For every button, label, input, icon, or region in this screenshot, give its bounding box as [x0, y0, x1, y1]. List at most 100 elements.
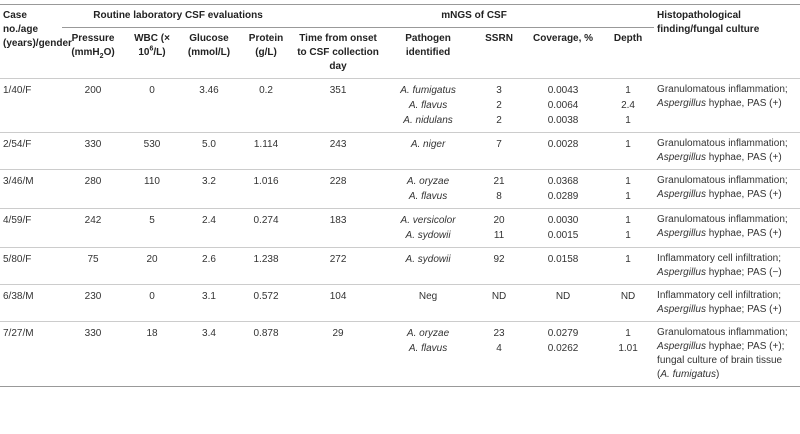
header-row: Case no./age (years)/gender Routine labor…: [0, 4, 800, 79]
value-cell: 230: [62, 284, 124, 322]
column-header: Coverage, %: [524, 28, 602, 79]
mngs-cell: A. oryzae A. flavus: [382, 169, 475, 209]
mngs-depth: 1.01: [618, 343, 638, 354]
mngs-name: A. flavus: [408, 191, 448, 202]
table-row: 1/40/F 200 0 3.46 0.2 351 A. fumigatus A. flavu…: [0, 78, 800, 133]
case-cell: 3/46/M: [0, 169, 62, 209]
column-header: Glucose (mmol/L): [180, 28, 238, 79]
text-segment: Time from onset to CSF collection day: [297, 33, 379, 72]
text-segment: hyphae, PAS (+): [705, 98, 782, 109]
value-cell: 280: [62, 169, 124, 209]
value-cell: 29: [294, 321, 383, 387]
mngs-ssrn: 8: [496, 191, 502, 202]
text-segment: Inflammatory cell infiltration;: [657, 253, 781, 264]
mngs-coverage: 0.0043: [547, 85, 579, 96]
histology-cell: Inflammatory cell infiltration; Aspergil…: [654, 284, 800, 322]
mngs-cell: 1 2.4 1: [602, 78, 655, 133]
mngs-name: A. versicolor: [400, 215, 456, 226]
text-segment: Coverage, %: [533, 33, 594, 44]
text-segment: Inflammatory cell infiltration;: [657, 290, 781, 301]
value-cell: 228: [294, 169, 383, 209]
mngs-cell: 1: [602, 247, 655, 285]
mngs-coverage: 0.0158: [547, 254, 579, 265]
mngs-cell: 0.0368 0.0289: [524, 169, 603, 209]
mngs-name: A. sydowii: [405, 254, 451, 265]
mngs-depth: 1: [625, 85, 631, 96]
group-header: Case no./age (years)/gender: [0, 4, 72, 79]
column-header: Time from onset to CSF collection day: [294, 28, 382, 79]
mngs-ssrn: 7: [496, 139, 502, 150]
mngs-cell: 23 4: [474, 321, 525, 387]
column-header: Protein (g/L): [238, 28, 294, 79]
text-segment: Aspergillus: [657, 152, 706, 163]
text-segment: Aspergillus: [657, 189, 706, 200]
text-segment: hyphae, PAS (+): [705, 152, 782, 163]
table-row: 2/54/F 330 530 5.0 1.114 243 A. niger 7 0.0028 1 G…: [0, 132, 800, 170]
mngs-cell: A. oryzae A. flavus: [382, 321, 475, 387]
text-segment: Pressure (mmH: [71, 33, 115, 58]
mngs-ssrn: 2: [496, 100, 502, 111]
text-segment: hyphae, PAS (+): [705, 228, 782, 239]
column-header: Pressure (mmH2O): [62, 28, 124, 79]
mngs-cell: 20 11: [474, 208, 525, 248]
mngs-ssrn: 2: [496, 115, 502, 126]
value-cell: 0: [124, 78, 180, 133]
value-cell: 18: [124, 321, 180, 387]
value-cell: 183: [294, 208, 383, 248]
text-segment: Pathogen identified: [405, 33, 451, 58]
value-cell: 0: [124, 284, 180, 322]
mngs-cell: 7: [474, 132, 525, 170]
mngs-cell: 21 8: [474, 169, 525, 209]
mngs-name: A. fumigatus: [400, 85, 456, 96]
value-cell: 0.572: [238, 284, 295, 322]
case-cell: 7/27/M: [0, 321, 62, 387]
mngs-depth: 2.4: [621, 100, 635, 111]
table: Case no./age (years)/gender Routine labor…: [0, 4, 800, 387]
mngs-cell: 0.0028: [524, 132, 603, 170]
mngs-coverage: 0.0064: [547, 100, 579, 111]
group-header: mNGS of CSF: [294, 4, 655, 28]
text-segment: /L): [153, 47, 166, 58]
text-segment: A. fumigatus: [660, 369, 716, 380]
case-cell: 5/80/F: [0, 247, 62, 285]
mngs-depth: 1: [625, 328, 631, 339]
text-segment: Granulomatous inflammation;: [657, 84, 788, 95]
text-segment: hyphae, PAS (+): [705, 189, 782, 200]
mngs-coverage: 0.0262: [547, 343, 579, 354]
mngs-cell: 1: [602, 132, 655, 170]
mngs-coverage: 0.0279: [547, 328, 579, 339]
mngs-ssrn: 92: [493, 254, 505, 265]
table-row: 7/27/M 330 18 3.4 0.878 29 A. oryzae A. flavus 2…: [0, 321, 800, 387]
text-segment: Granulomatous inflammation;: [657, 175, 788, 186]
mngs-cell: ND: [474, 284, 525, 322]
value-cell: 5.0: [180, 132, 238, 170]
value-cell: 1.114: [238, 132, 295, 170]
histology-cell: Granulomatous inflammation; Aspergillus …: [654, 169, 800, 209]
table-row: 5/80/F 75 20 2.6 1.238 272 A. sydowii 92 0.0158 1…: [0, 247, 800, 285]
mngs-ssrn: 4: [496, 343, 502, 354]
mngs-name: A. oryzae: [406, 328, 450, 339]
table-row: 6/38/M 230 0 3.1 0.572 104 Neg ND ND ND Inflammato…: [0, 284, 800, 322]
mngs-cell: 0.0030 0.0015: [524, 208, 603, 248]
mngs-ssrn: ND: [491, 291, 507, 302]
table-row: 4/59/F 242 5 2.4 0.274 183 A. versicolor A. syd…: [0, 208, 800, 248]
value-cell: 1.016: [238, 169, 295, 209]
mngs-cell: 0.0158: [524, 247, 603, 285]
case-cell: 1/40/F: [0, 78, 62, 133]
column-header: Pathogen identified: [382, 28, 474, 79]
value-cell: 2.4: [180, 208, 238, 248]
mngs-depth: 1: [625, 139, 631, 150]
mngs-name: Neg: [418, 291, 438, 302]
value-cell: 530: [124, 132, 180, 170]
text-segment: Protein (g/L): [248, 33, 284, 58]
histology-cell: Granulomatous inflammation; Aspergillus …: [654, 78, 800, 133]
mngs-ssrn: 11: [493, 230, 505, 241]
mngs-cell: ND: [602, 284, 655, 322]
mngs-coverage: 0.0030: [547, 215, 579, 226]
mngs-name: A. niger: [410, 139, 446, 150]
value-cell: 75: [62, 247, 124, 285]
mngs-name: A. flavus: [408, 343, 448, 354]
mngs-name: A. oryzae: [406, 176, 450, 187]
histology-cell: Granulomatous inflammation; Aspergillus …: [654, 132, 800, 170]
